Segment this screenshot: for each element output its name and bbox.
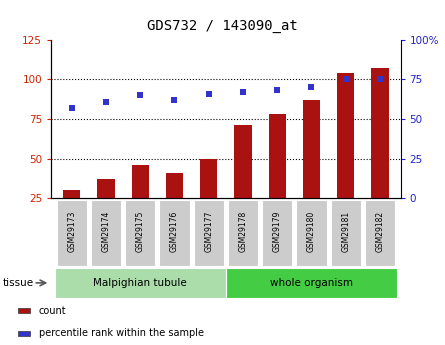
Bar [296, 200, 327, 266]
Text: Malpighian tubule: Malpighian tubule [93, 278, 187, 288]
Point [205, 91, 212, 96]
Bar [331, 200, 361, 266]
Text: whole organism: whole organism [270, 278, 353, 288]
Bar [194, 200, 224, 266]
Bar [18, 308, 30, 313]
Point [102, 99, 109, 104]
Bar [166, 173, 183, 238]
Point [137, 92, 144, 98]
Text: count: count [39, 306, 66, 315]
Bar [337, 73, 354, 238]
Text: percentile rank within the sample: percentile rank within the sample [39, 328, 204, 338]
Point [171, 97, 178, 103]
Point [68, 105, 75, 111]
Bar [226, 268, 397, 298]
Text: GSM29177: GSM29177 [204, 211, 213, 252]
Text: GSM29178: GSM29178 [239, 211, 247, 252]
Bar [63, 190, 80, 238]
Bar [57, 200, 87, 266]
Text: GSM29182: GSM29182 [376, 211, 384, 252]
Bar [132, 165, 149, 238]
Point [376, 77, 384, 82]
Bar [97, 179, 114, 238]
Text: GSM29179: GSM29179 [273, 211, 282, 252]
Bar [91, 200, 121, 266]
Bar [372, 68, 388, 238]
Point [274, 88, 281, 93]
Bar [125, 200, 155, 266]
Bar [269, 114, 286, 238]
Bar [365, 200, 395, 266]
Bar [200, 159, 217, 238]
Point [342, 77, 349, 82]
Text: tissue: tissue [2, 278, 33, 288]
Bar [55, 268, 226, 298]
Text: GSM29173: GSM29173 [67, 211, 76, 252]
Bar [228, 200, 258, 266]
Text: GSM29175: GSM29175 [136, 211, 145, 252]
Bar [159, 200, 190, 266]
Point [239, 89, 247, 95]
Bar [18, 331, 30, 336]
Text: GSM29176: GSM29176 [170, 211, 179, 252]
Bar [262, 200, 292, 266]
Text: GSM29181: GSM29181 [341, 211, 350, 252]
Point [308, 85, 315, 90]
Text: GDS732 / 143090_at: GDS732 / 143090_at [147, 19, 298, 33]
Bar [235, 125, 251, 238]
Text: GSM29174: GSM29174 [101, 211, 110, 252]
Bar [303, 100, 320, 238]
Text: GSM29180: GSM29180 [307, 211, 316, 252]
